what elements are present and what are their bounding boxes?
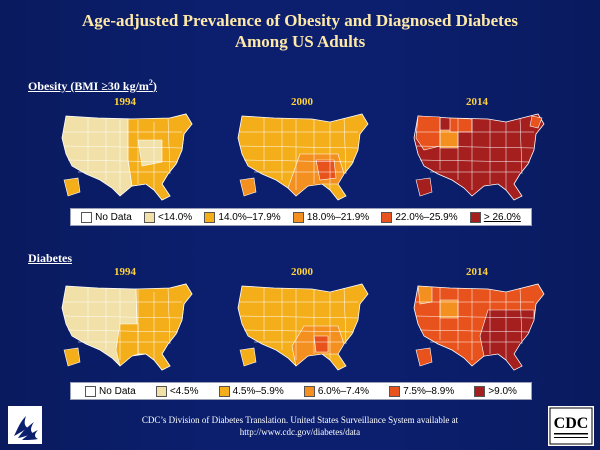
obesity-legend-item: 14.0%–17.9% bbox=[204, 211, 281, 223]
obesity-legend: No Data <14.0% 14.0%–17.9% 18.0%–21.9% 2… bbox=[70, 208, 532, 226]
hhs-eagle-logo bbox=[8, 406, 42, 444]
obesity-legend-item: 18.0%–21.9% bbox=[292, 211, 369, 223]
obesity-year-1994: 1994 bbox=[114, 96, 136, 108]
diabetes-year-2014: 2014 bbox=[466, 266, 488, 278]
obesity-legend-item: <14.0% bbox=[143, 211, 192, 223]
diabetes-legend-item: 6.0%–7.4% bbox=[303, 385, 369, 397]
footer-citation: CDC’s Division of Diabetes Translation. … bbox=[0, 414, 600, 438]
legend-swatch bbox=[218, 385, 230, 397]
obesity-year-2014: 2014 bbox=[466, 96, 488, 108]
obesity-legend-item: No Data bbox=[81, 211, 132, 223]
cdc-logo-text: CDC bbox=[554, 415, 589, 432]
diabetes-year-1994: 1994 bbox=[114, 266, 136, 278]
obesity-section-label: Obesity (BMI ≥30 kg/m2) bbox=[28, 78, 157, 93]
diabetes-legend-item: No Data bbox=[85, 385, 136, 397]
diabetes-legend-item: 4.5%–5.9% bbox=[218, 385, 284, 397]
title-line-1: Age-adjusted Prevalence of Obesity and D… bbox=[82, 11, 518, 30]
diabetes-legend: No Data <4.5% 4.5%–5.9% 6.0%–7.4% 7.5%–8… bbox=[70, 382, 532, 400]
cdc-logo: CDC bbox=[548, 406, 594, 446]
diabetes-legend-item: 7.5%–8.9% bbox=[389, 385, 454, 397]
obesity-legend-item: > 26.0% bbox=[469, 211, 521, 223]
legend-swatch bbox=[204, 211, 216, 223]
diabetes-map-2000 bbox=[237, 283, 369, 371]
legend-swatch bbox=[474, 385, 486, 397]
diabetes-year-2000: 2000 bbox=[291, 266, 313, 278]
legend-swatch bbox=[469, 211, 481, 223]
diabetes-section-label: Diabetes bbox=[28, 251, 72, 265]
legend-swatch bbox=[155, 385, 167, 397]
legend-swatch bbox=[389, 385, 401, 397]
footer-url: http://www.cdc.gov/diabetes/data bbox=[239, 427, 361, 437]
title-line-2: Among US Adults bbox=[234, 32, 366, 51]
chart-title: Age-adjusted Prevalence of Obesity and D… bbox=[0, 10, 600, 52]
obesity-map-2000 bbox=[237, 113, 369, 201]
obesity-year-2000: 2000 bbox=[291, 96, 313, 108]
legend-swatch bbox=[85, 385, 97, 397]
legend-swatch bbox=[143, 211, 155, 223]
diabetes-legend-item: >9.0% bbox=[474, 385, 517, 397]
obesity-map-2014 bbox=[413, 113, 545, 201]
legend-swatch bbox=[381, 211, 393, 223]
diabetes-map-1994 bbox=[61, 283, 193, 371]
footer-line-1: CDC’s Division of Diabetes Translation. … bbox=[141, 415, 459, 425]
legend-swatch bbox=[292, 211, 304, 223]
diabetes-legend-item: <4.5% bbox=[155, 385, 198, 397]
obesity-map-1994 bbox=[61, 113, 193, 201]
legend-swatch bbox=[303, 385, 315, 397]
diabetes-map-2014 bbox=[413, 283, 545, 371]
legend-swatch bbox=[81, 211, 93, 223]
obesity-legend-item: 22.0%–25.9% bbox=[381, 211, 458, 223]
